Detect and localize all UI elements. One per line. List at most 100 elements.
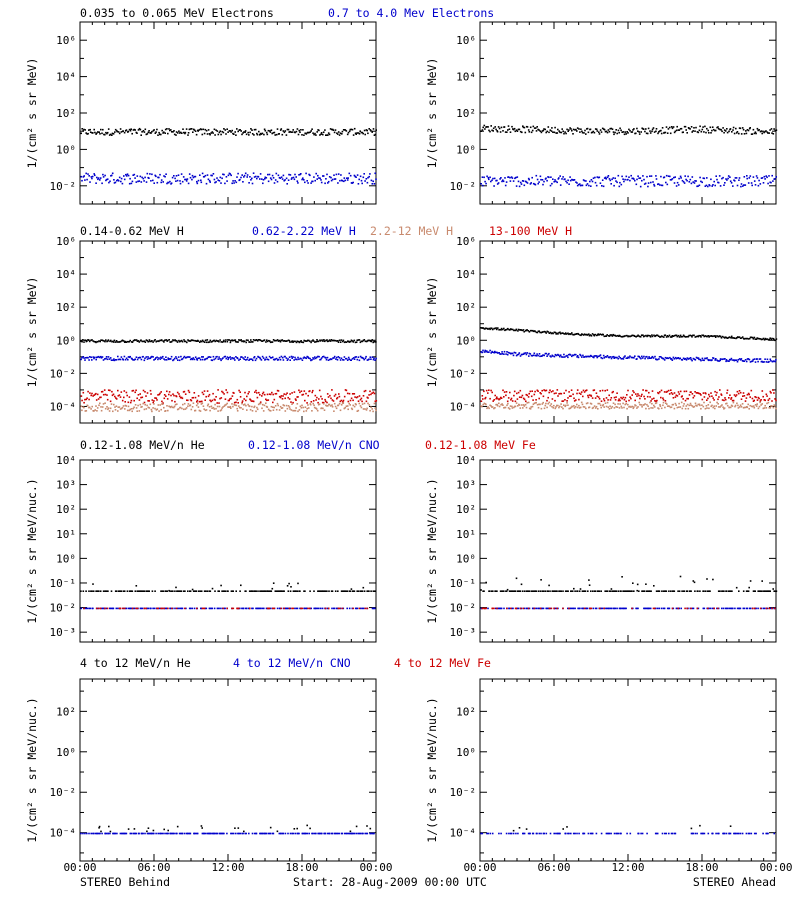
data-point bbox=[763, 407, 766, 409]
data-point bbox=[609, 127, 611, 130]
data-point bbox=[189, 340, 192, 342]
data-point bbox=[686, 397, 688, 400]
data-point bbox=[94, 131, 96, 134]
data-point bbox=[759, 183, 762, 185]
data-point bbox=[529, 390, 532, 393]
data-point bbox=[585, 407, 587, 410]
data-point bbox=[253, 405, 256, 408]
data-point bbox=[97, 590, 99, 592]
data-point bbox=[543, 407, 546, 410]
data-point bbox=[234, 180, 236, 182]
data-point bbox=[341, 607, 344, 610]
data-point bbox=[661, 127, 664, 129]
data-point bbox=[322, 401, 325, 404]
data-point bbox=[597, 334, 599, 336]
data-point bbox=[205, 607, 208, 610]
data-point bbox=[244, 359, 247, 361]
data-point bbox=[225, 403, 227, 406]
data-point bbox=[196, 401, 198, 403]
data-point bbox=[487, 406, 489, 408]
data-point bbox=[528, 407, 531, 410]
data-point bbox=[227, 590, 229, 592]
data-point bbox=[109, 607, 112, 610]
data-point bbox=[252, 172, 255, 174]
data-point bbox=[289, 393, 291, 395]
data-point bbox=[631, 131, 634, 133]
data-point bbox=[557, 395, 559, 397]
data-point bbox=[494, 407, 496, 409]
data-point bbox=[627, 403, 629, 406]
data-point bbox=[322, 407, 324, 410]
data-point bbox=[774, 129, 776, 132]
data-point bbox=[92, 583, 94, 585]
y-tick-label: 10⁻⁴ bbox=[50, 400, 77, 413]
data-point bbox=[604, 356, 607, 358]
data-point bbox=[82, 590, 85, 592]
data-point bbox=[680, 336, 682, 338]
data-point bbox=[229, 356, 231, 358]
data-point bbox=[569, 607, 571, 610]
data-point bbox=[248, 134, 250, 136]
data-point bbox=[506, 353, 509, 356]
data-point bbox=[168, 358, 171, 360]
data-point bbox=[622, 178, 624, 180]
data-point bbox=[113, 403, 115, 406]
data-point bbox=[696, 185, 698, 188]
data-point bbox=[287, 179, 290, 181]
data-point bbox=[503, 350, 506, 353]
data-point bbox=[748, 393, 750, 396]
data-point bbox=[317, 340, 320, 343]
data-point bbox=[185, 356, 188, 359]
data-point bbox=[362, 339, 365, 342]
data-point bbox=[656, 334, 659, 337]
data-point bbox=[704, 185, 707, 187]
data-point bbox=[546, 130, 548, 133]
data-point bbox=[274, 590, 277, 592]
data-point bbox=[502, 328, 504, 331]
data-point bbox=[152, 356, 154, 358]
data-point bbox=[690, 607, 692, 610]
data-point bbox=[359, 355, 362, 358]
data-point bbox=[482, 349, 484, 352]
data-point bbox=[342, 339, 345, 342]
data-point bbox=[765, 393, 768, 396]
data-point bbox=[273, 398, 276, 401]
data-point bbox=[217, 133, 220, 136]
data-point bbox=[353, 393, 356, 395]
data-point bbox=[631, 607, 633, 610]
data-point bbox=[512, 128, 515, 131]
data-point bbox=[773, 404, 775, 406]
data-point bbox=[653, 334, 655, 337]
data-point bbox=[258, 590, 260, 592]
data-point bbox=[576, 127, 579, 129]
data-point bbox=[117, 389, 119, 392]
data-point bbox=[353, 174, 356, 177]
data-point bbox=[127, 358, 129, 361]
data-point bbox=[295, 607, 298, 610]
data-point bbox=[527, 177, 530, 180]
data-point bbox=[555, 406, 557, 408]
data-point bbox=[710, 132, 712, 134]
y-tick-label: 10⁰ bbox=[456, 552, 476, 565]
y-tick-label: 10⁰ bbox=[456, 143, 476, 156]
data-point bbox=[649, 396, 651, 398]
data-point bbox=[581, 184, 584, 187]
data-point bbox=[370, 393, 372, 396]
data-point bbox=[177, 590, 180, 592]
data-point bbox=[253, 356, 256, 358]
data-point bbox=[218, 402, 220, 404]
data-point bbox=[493, 351, 495, 354]
data-point bbox=[544, 404, 547, 407]
data-point bbox=[148, 400, 150, 402]
data-point bbox=[163, 394, 166, 396]
data-point bbox=[690, 358, 692, 361]
data-point bbox=[680, 177, 682, 179]
data-point bbox=[498, 352, 500, 354]
data-point bbox=[745, 590, 748, 592]
data-point bbox=[345, 405, 348, 407]
data-point bbox=[189, 590, 192, 592]
data-point bbox=[248, 590, 251, 592]
data-point bbox=[485, 327, 487, 329]
data-point bbox=[125, 607, 128, 610]
data-point bbox=[303, 590, 305, 592]
